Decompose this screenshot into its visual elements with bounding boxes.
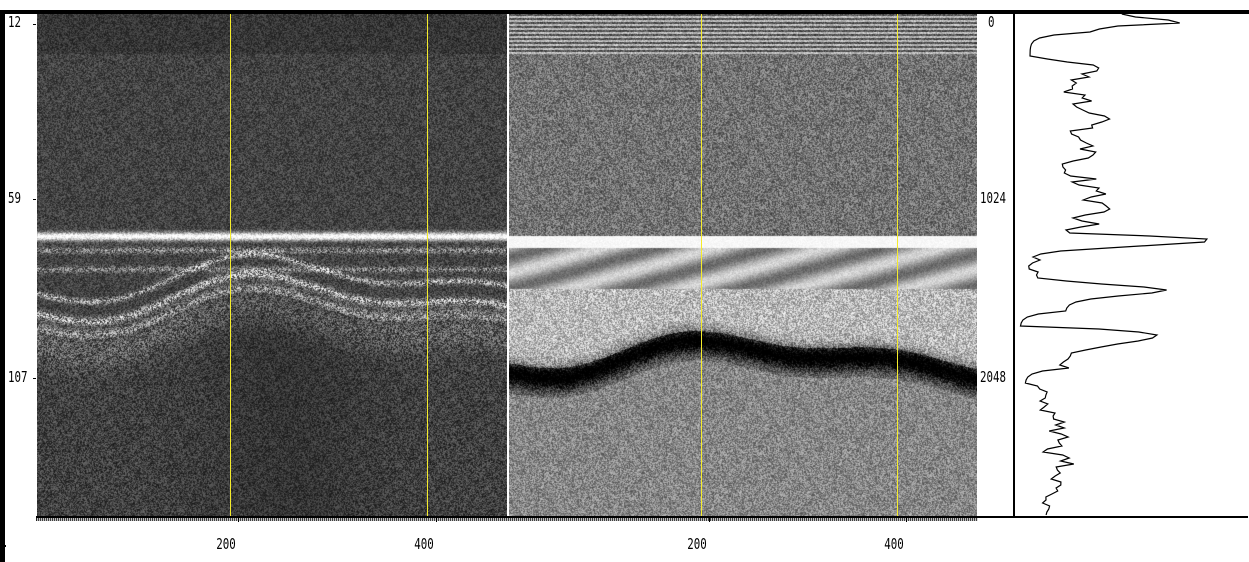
middle-marker-line-2[interactable] (897, 14, 898, 518)
profile-trace (1019, 13, 1209, 516)
left-axis-tick (33, 199, 36, 200)
frame-left-border (0, 10, 5, 562)
frame-bottom-border (36, 516, 1248, 518)
depth-label-bottom: 2048 (980, 368, 1007, 386)
middle-marker-line-1[interactable] (701, 14, 702, 518)
depth-label-top: 0 (988, 13, 995, 31)
x-tick (906, 518, 907, 522)
profile-plot (1019, 13, 1209, 516)
left-axis-tick (33, 24, 36, 25)
left-axis-label-bottom: 107 (8, 368, 28, 386)
x-tick (436, 518, 437, 522)
x-axis-ruler (36, 518, 978, 521)
x-tick (238, 518, 239, 522)
left-marker-line-1[interactable] (230, 14, 231, 518)
left-scan-image[interactable] (37, 14, 507, 518)
frame-top-border (0, 10, 1249, 14)
middle-x-label-400: 400 (884, 535, 904, 553)
left-x-label-400: 400 (414, 535, 434, 553)
middle-x-label-200: 200 (687, 535, 707, 553)
x-tick (709, 518, 710, 522)
left-x-label-200: 200 (216, 535, 236, 553)
corner-dot (4, 545, 6, 547)
middle-scan-image[interactable] (509, 14, 977, 518)
left-marker-line-2[interactable] (427, 14, 428, 518)
left-axis-tick (33, 378, 36, 379)
depth-label-mid: 1024 (980, 189, 1007, 207)
left-axis-label-mid: 59 (8, 189, 22, 207)
profile-plot-panel[interactable] (1013, 13, 1249, 517)
left-axis-label-top: 12 (8, 13, 22, 31)
